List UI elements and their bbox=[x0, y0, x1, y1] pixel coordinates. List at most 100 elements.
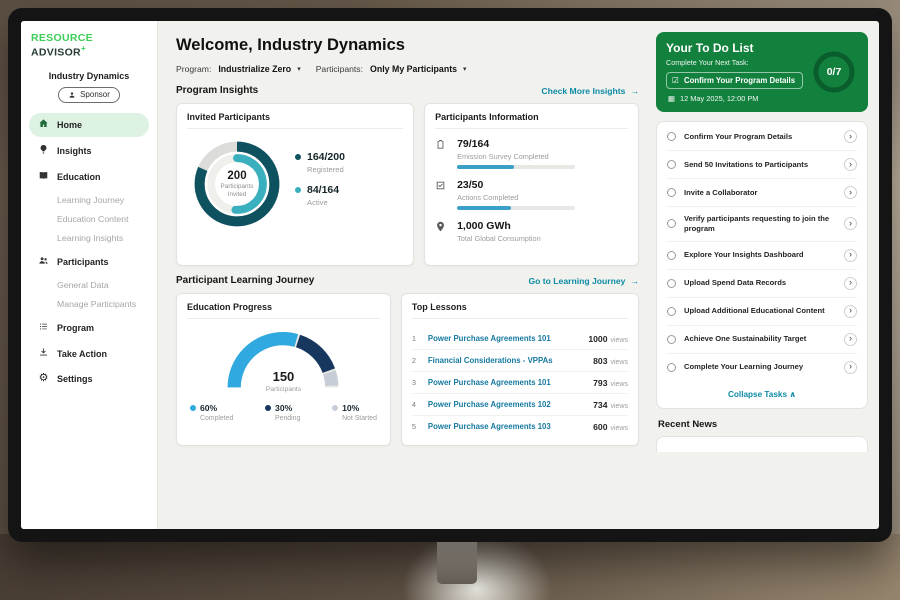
lesson-link[interactable]: Power Purchase Agreements 103 bbox=[427, 422, 551, 431]
chevron-right-icon[interactable]: › bbox=[844, 158, 857, 171]
right-panel: Your To Do List Complete Your Next Task:… bbox=[653, 21, 879, 529]
invited-participants-card: Invited Participants 200 Participants In… bbox=[176, 103, 415, 266]
sidebar-item-participants[interactable]: Participants bbox=[29, 250, 149, 274]
sidebar-item-label: Insights bbox=[57, 145, 92, 156]
chevron-right-icon[interactable]: › bbox=[844, 360, 857, 374]
program-select[interactable]: Industrialize Zero ▾ bbox=[218, 64, 300, 74]
task-checkbox[interactable] bbox=[667, 160, 676, 169]
next-task-due: ▦ 12 May 2025, 12:00 PM bbox=[668, 94, 759, 103]
arrow-right-icon: → bbox=[630, 85, 639, 96]
education-legend: 60% Completed 30% Pending 10% Not Starte… bbox=[187, 403, 380, 422]
legend-completed: 60% Completed bbox=[190, 403, 233, 422]
sidebar-item-take-action[interactable]: Take Action bbox=[29, 342, 149, 366]
lesson-link[interactable]: Power Purchase Agreements 101 bbox=[427, 334, 551, 343]
sidebar-item-education[interactable]: Education bbox=[29, 165, 149, 189]
task-checkbox[interactable] bbox=[667, 219, 676, 229]
donut-center-label: 200 Participants Invited bbox=[220, 169, 254, 199]
task-item[interactable]: Achieve One Sustainability Target › bbox=[667, 326, 857, 354]
chevron-right-icon[interactable]: › bbox=[844, 248, 857, 262]
lesson-link[interactable]: Financial Considerations - VPPAs bbox=[427, 356, 553, 365]
lesson-row: 2 Financial Considerations - VPPAs 803 vi… bbox=[411, 350, 628, 372]
card-title: Education Progress bbox=[187, 302, 380, 319]
task-checkbox[interactable] bbox=[667, 278, 676, 288]
chevron-right-icon[interactable]: › bbox=[844, 130, 857, 143]
chevron-right-icon[interactable]: › bbox=[844, 217, 857, 231]
chevron-right-icon[interactable]: › bbox=[844, 276, 857, 290]
not-started-dot-icon bbox=[332, 405, 339, 411]
next-task[interactable]: ☑ Confirm Your Program Details bbox=[666, 72, 803, 89]
program-select-value: Industrialize Zero bbox=[218, 64, 292, 74]
education-progress-card: Education Progress 150 Participants bbox=[176, 293, 391, 446]
sidebar-item-label: Settings bbox=[57, 373, 93, 384]
task-item[interactable]: Send 50 Invitations to Participants › bbox=[667, 151, 857, 179]
arrow-right-icon: → bbox=[630, 275, 639, 286]
task-item[interactable]: Confirm Your Program Details › bbox=[667, 123, 857, 151]
task-checkbox[interactable] bbox=[667, 362, 676, 372]
sponsor-badge[interactable]: Sponsor bbox=[58, 86, 120, 103]
sidebar-item-general-data[interactable]: General Data bbox=[57, 280, 109, 290]
book-icon bbox=[38, 170, 49, 183]
chevron-right-icon[interactable]: › bbox=[844, 304, 857, 318]
app-logo: RESOURCE ADVISOR+ bbox=[29, 32, 149, 59]
task-checkbox[interactable] bbox=[667, 188, 676, 197]
main-content: Welcome, Industry Dynamics Program: Indu… bbox=[158, 21, 653, 529]
go-to-learning-journey-link[interactable]: Go to Learning Journey → bbox=[528, 275, 639, 286]
check-more-insights-link[interactable]: Check More Insights → bbox=[541, 85, 639, 96]
sidebar-item-insights[interactable]: Insights bbox=[29, 139, 149, 163]
task-checkbox[interactable] bbox=[667, 334, 676, 344]
task-item[interactable]: Upload Additional Educational Content › bbox=[667, 298, 857, 326]
sidebar-item-home[interactable]: Home bbox=[29, 112, 149, 137]
task-item[interactable]: Complete Your Learning Journey › bbox=[667, 354, 857, 381]
chevron-right-icon[interactable]: › bbox=[844, 332, 857, 346]
lesson-link[interactable]: Power Purchase Agreements 102 bbox=[427, 400, 551, 409]
card-title: Top Lessons bbox=[411, 302, 628, 319]
org-name: Industry Dynamics bbox=[48, 70, 130, 81]
calendar-icon: ▦ bbox=[668, 94, 675, 103]
lesson-row: 4 Power Purchase Agreements 102 734 views bbox=[411, 394, 628, 416]
top-lessons-card: Top Lessons 1 Power Purchase Agreements … bbox=[400, 293, 639, 446]
task-item[interactable]: Explore Your Insights Dashboard › bbox=[667, 242, 857, 270]
clipboard-icon bbox=[435, 138, 448, 169]
task-item[interactable]: Invite a Collaborator › bbox=[667, 179, 857, 207]
todo-progress-count: 0/7 bbox=[826, 66, 842, 78]
task-checkbox[interactable] bbox=[667, 132, 676, 141]
invited-donut-chart: 200 Participants Invited bbox=[191, 138, 283, 230]
lesson-row: 3 Power Purchase Agreements 101 793 views bbox=[411, 372, 628, 394]
lesson-row: 5 Power Purchase Agreements 103 600 views bbox=[411, 421, 628, 432]
chevron-right-icon[interactable]: › bbox=[844, 186, 857, 199]
task-item[interactable]: Upload Spend Data Records › bbox=[667, 270, 857, 298]
stat-global-consumption: 1,000 GWh Total Global Consumption bbox=[435, 220, 628, 247]
stat-actions-completed: 23/50 Actions Completed bbox=[435, 179, 628, 210]
page-title: Welcome, Industry Dynamics bbox=[176, 36, 405, 54]
chevron-down-icon: ▾ bbox=[297, 66, 301, 73]
sidebar-item-label: Education bbox=[57, 171, 101, 182]
sidebar-item-label: Take Action bbox=[57, 348, 108, 359]
sidebar-item-learning-journey[interactable]: Learning Journey bbox=[57, 195, 125, 205]
task-checkbox[interactable] bbox=[667, 306, 676, 316]
todo-subtitle: Complete Your Next Task: bbox=[666, 58, 749, 67]
sidebar-item-label: Participants bbox=[57, 256, 109, 267]
participants-select-value: Only My Participants bbox=[370, 64, 458, 74]
home-icon bbox=[38, 118, 49, 131]
sidebar-item-manage-participants[interactable]: Manage Participants bbox=[57, 299, 137, 309]
tasks-list: Confirm Your Program Details › Send 50 I… bbox=[656, 121, 868, 409]
sidebar-item-education-content[interactable]: Education Content bbox=[57, 214, 129, 224]
card-title: Participants Information bbox=[435, 112, 628, 129]
todo-title: Your To Do List bbox=[666, 41, 754, 55]
invited-legend: 164/200 Registered 84/164 Active bbox=[295, 151, 345, 217]
checkbox-checked-icon: ☑ bbox=[672, 76, 679, 85]
participants-select[interactable]: Only My Participants ▾ bbox=[370, 64, 467, 74]
registered-dot-icon bbox=[295, 154, 301, 160]
legend-pending: 30% Pending bbox=[265, 403, 300, 422]
legend-active: 84/164 Active bbox=[295, 184, 345, 207]
sidebar-item-learning-insights[interactable]: Learning Insights bbox=[57, 233, 124, 243]
dashboard-screen: RESOURCE ADVISOR+ Industry Dynamics Spon… bbox=[21, 21, 879, 529]
sidebar-item-program[interactable]: Program bbox=[29, 316, 149, 340]
sidebar-item-settings[interactable]: ⚙ Settings bbox=[29, 368, 149, 390]
stat-emission-survey: 79/164 Emission Survey Completed bbox=[435, 138, 628, 169]
collapse-tasks-link[interactable]: Collapse Tasks ∧ bbox=[728, 389, 796, 399]
lesson-link[interactable]: Power Purchase Agreements 101 bbox=[427, 378, 551, 387]
task-checkbox[interactable] bbox=[667, 250, 676, 260]
task-item[interactable]: Verify participants requesting to join t… bbox=[667, 207, 857, 242]
sponsor-badge-label: Sponsor bbox=[80, 90, 110, 99]
